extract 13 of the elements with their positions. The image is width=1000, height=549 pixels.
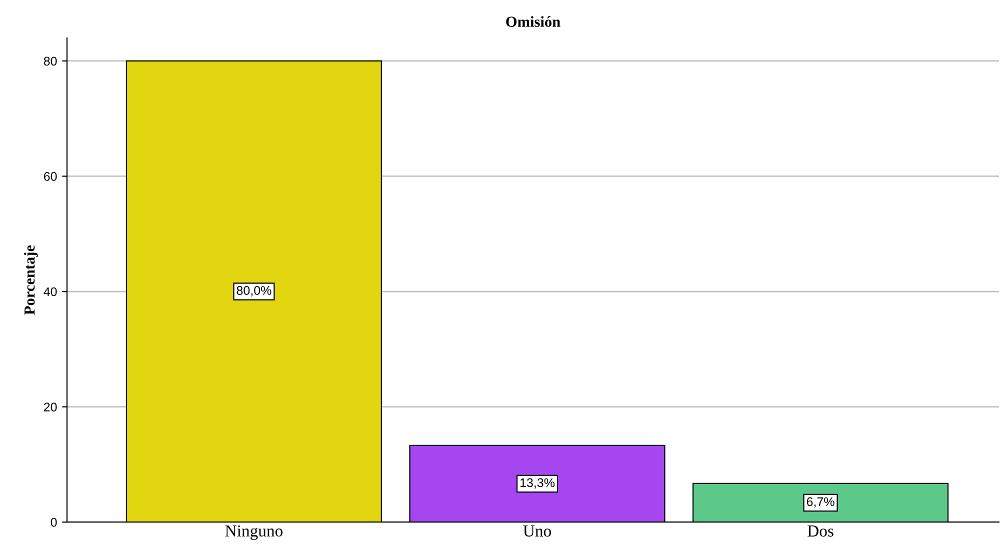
y-tick-label: 60	[44, 172, 57, 181]
x-tick-label: Dos	[808, 526, 834, 537]
y-tick-label: 80	[44, 56, 57, 66]
y-tick-label: 20	[44, 402, 57, 412]
x-tick-label: Uno	[523, 526, 551, 537]
y-axis-title: Porcentaje	[24, 245, 38, 315]
y-tick-label: 0	[50, 518, 57, 527]
x-tick-label: Ninguno	[225, 525, 282, 540]
y-tick-label: 40	[44, 287, 57, 296]
data-label: 6,7%	[806, 497, 834, 508]
data-label: 80,0%	[236, 286, 272, 296]
data-label: 13,3%	[520, 478, 555, 489]
chart-title: Omisión	[506, 16, 560, 27]
